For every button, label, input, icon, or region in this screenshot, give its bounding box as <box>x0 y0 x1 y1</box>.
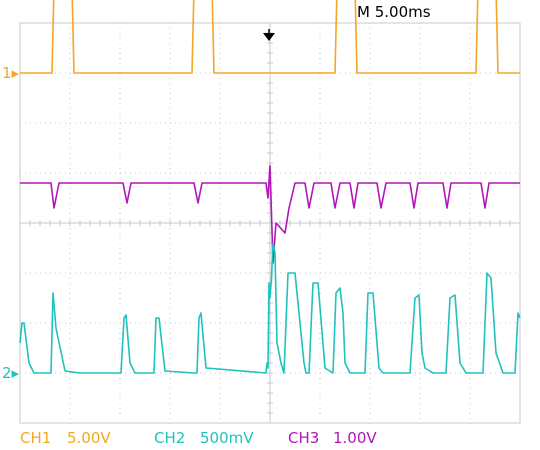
ch3-trace <box>20 164 520 264</box>
channel-markers: 1▸ 2▸ <box>2 64 20 382</box>
ch1-marker: 1▸ <box>2 64 20 82</box>
ch3-scale: 1.00V <box>333 429 377 447</box>
ch2-marker: 2▸ <box>2 364 20 382</box>
ch2-label: CH2 <box>154 429 185 447</box>
timebase-readout: M 5.00ms <box>357 3 431 21</box>
ch2-trace <box>19 242 521 374</box>
ch1-trace <box>20 0 520 74</box>
traces <box>19 0 521 374</box>
trigger-position-marker <box>263 29 275 41</box>
ch2-scale: 500mV <box>200 429 254 447</box>
ch1-scale: 5.00V <box>67 429 111 447</box>
ch1-label: CH1 <box>20 429 51 447</box>
screen-border <box>19 22 521 424</box>
ch3-label: CH3 <box>288 429 319 447</box>
trigger-arrow-icon <box>263 33 275 41</box>
graticule <box>19 22 521 424</box>
